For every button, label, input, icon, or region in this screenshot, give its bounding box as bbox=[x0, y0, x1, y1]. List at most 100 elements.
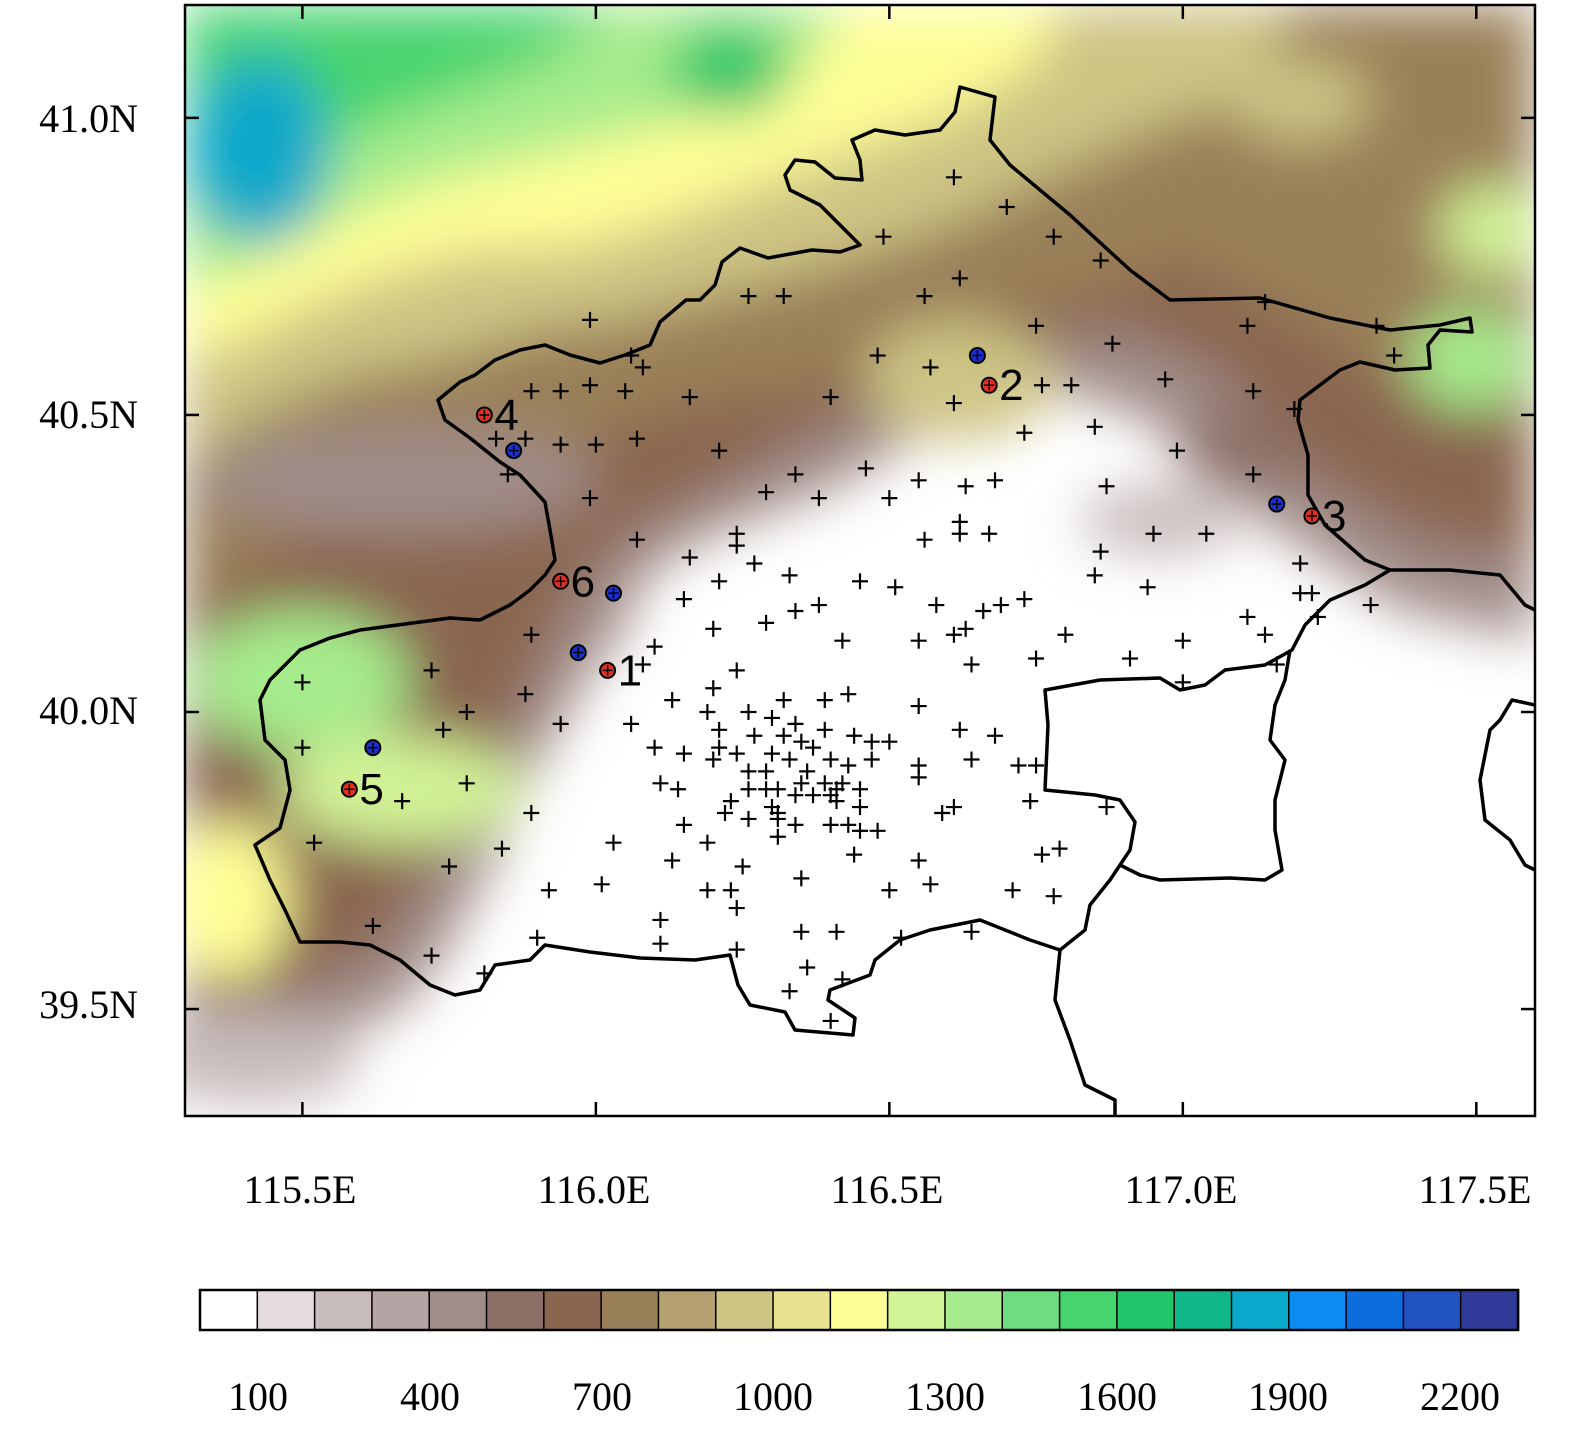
y-tick-label: 41.0N bbox=[39, 96, 138, 141]
station-marker bbox=[910, 852, 927, 869]
station-marker bbox=[951, 721, 968, 738]
station-marker bbox=[681, 549, 698, 566]
station-marker bbox=[1045, 228, 1062, 245]
station-marker bbox=[857, 460, 874, 477]
station-marker bbox=[781, 983, 798, 1000]
station-marker bbox=[423, 947, 440, 964]
elevation-shading bbox=[185, 5, 1535, 1105]
station-marker bbox=[711, 442, 728, 459]
station-marker bbox=[945, 626, 962, 643]
station-marker bbox=[1268, 656, 1285, 673]
station-marker bbox=[675, 745, 692, 762]
station-marker bbox=[834, 775, 851, 792]
station-marker bbox=[1386, 347, 1403, 364]
station-marker bbox=[910, 698, 927, 715]
colorbar-swatch bbox=[600, 1289, 660, 1331]
station-marker bbox=[699, 704, 716, 720]
station-marker bbox=[1063, 377, 1080, 394]
station-marker bbox=[787, 816, 804, 833]
station-marker bbox=[822, 389, 839, 406]
x-tick-label: 115.5E bbox=[244, 1167, 357, 1212]
station-marker bbox=[852, 781, 868, 798]
station-marker bbox=[1022, 793, 1039, 810]
colorbar-swatch bbox=[485, 1289, 546, 1331]
station-marker bbox=[441, 858, 458, 875]
station-marker bbox=[928, 597, 945, 614]
colorbar-label: 700 bbox=[572, 1374, 632, 1419]
station-marker bbox=[711, 573, 728, 590]
colorbar-swatch bbox=[1001, 1289, 1061, 1331]
station-marker bbox=[992, 597, 1009, 614]
x-tick-label: 117.5E bbox=[1419, 1167, 1532, 1212]
station-marker bbox=[910, 472, 927, 489]
station-marker bbox=[705, 751, 722, 768]
station-marker bbox=[922, 359, 939, 376]
station-marker bbox=[787, 603, 804, 619]
station-marker bbox=[869, 347, 886, 364]
station-marker bbox=[945, 395, 962, 412]
station-marker bbox=[957, 478, 974, 495]
station-marker bbox=[816, 692, 833, 709]
colorbar-swatch bbox=[1116, 1289, 1176, 1331]
station-marker bbox=[1309, 608, 1326, 625]
station-marker bbox=[623, 347, 640, 364]
station-marker bbox=[852, 573, 868, 590]
colorbar-label: 100 bbox=[228, 1374, 288, 1419]
station-marker bbox=[834, 632, 851, 649]
station-marker bbox=[963, 923, 980, 940]
station-marker bbox=[364, 917, 381, 934]
station-marker bbox=[1092, 543, 1109, 560]
site-3: 3 bbox=[1268, 492, 1346, 541]
station-marker bbox=[1139, 579, 1156, 596]
colorbar-swatch bbox=[829, 1289, 889, 1331]
station-marker bbox=[1174, 674, 1191, 691]
station-marker bbox=[816, 721, 833, 738]
station-marker bbox=[523, 626, 540, 643]
station-marker bbox=[1257, 626, 1273, 643]
sounding-sites: 1 2 3 4 5 6 bbox=[340, 347, 1346, 814]
station-marker bbox=[822, 1012, 839, 1029]
station-marker bbox=[523, 805, 540, 821]
station-marker bbox=[957, 620, 974, 637]
site-5: 5 bbox=[340, 739, 384, 814]
station-marker bbox=[893, 929, 910, 946]
station-marker bbox=[828, 923, 845, 940]
station-marker bbox=[675, 591, 692, 608]
station-marker bbox=[728, 745, 745, 762]
station-marker bbox=[1057, 626, 1074, 643]
colorbar-swatch bbox=[428, 1289, 488, 1331]
site-label: 6 bbox=[571, 557, 595, 606]
station-marker bbox=[734, 858, 751, 875]
station-marker bbox=[863, 751, 880, 768]
station-marker bbox=[758, 614, 775, 631]
beijing-boundary bbox=[253, 85, 1474, 1037]
colorbar-swatch bbox=[371, 1289, 431, 1331]
station-marker bbox=[670, 781, 687, 798]
station-marker bbox=[981, 525, 998, 542]
colorbar-swatch bbox=[1459, 1289, 1520, 1331]
station-marker bbox=[1104, 335, 1121, 352]
station-marker bbox=[887, 579, 904, 596]
station-marker bbox=[634, 359, 651, 376]
station-marker bbox=[916, 288, 933, 305]
station-marker bbox=[763, 709, 780, 726]
station-marker bbox=[945, 169, 962, 186]
station-marker bbox=[499, 466, 516, 483]
station-marker bbox=[1292, 555, 1309, 572]
station-marker bbox=[1292, 585, 1309, 602]
station-marker bbox=[294, 674, 311, 691]
station-marker bbox=[805, 739, 822, 756]
station-marker bbox=[810, 597, 827, 614]
station-marker bbox=[740, 763, 757, 780]
site-label: 1 bbox=[618, 646, 642, 695]
station-marker bbox=[1174, 632, 1191, 649]
station-marker bbox=[787, 466, 804, 483]
station-marker bbox=[881, 733, 898, 750]
station-marker bbox=[840, 686, 857, 703]
station-marker bbox=[869, 822, 886, 839]
station-marker bbox=[1028, 650, 1045, 667]
station-marker bbox=[963, 751, 980, 768]
station-marker bbox=[582, 490, 598, 507]
station-marker bbox=[910, 769, 927, 786]
station-marker bbox=[1239, 608, 1256, 625]
